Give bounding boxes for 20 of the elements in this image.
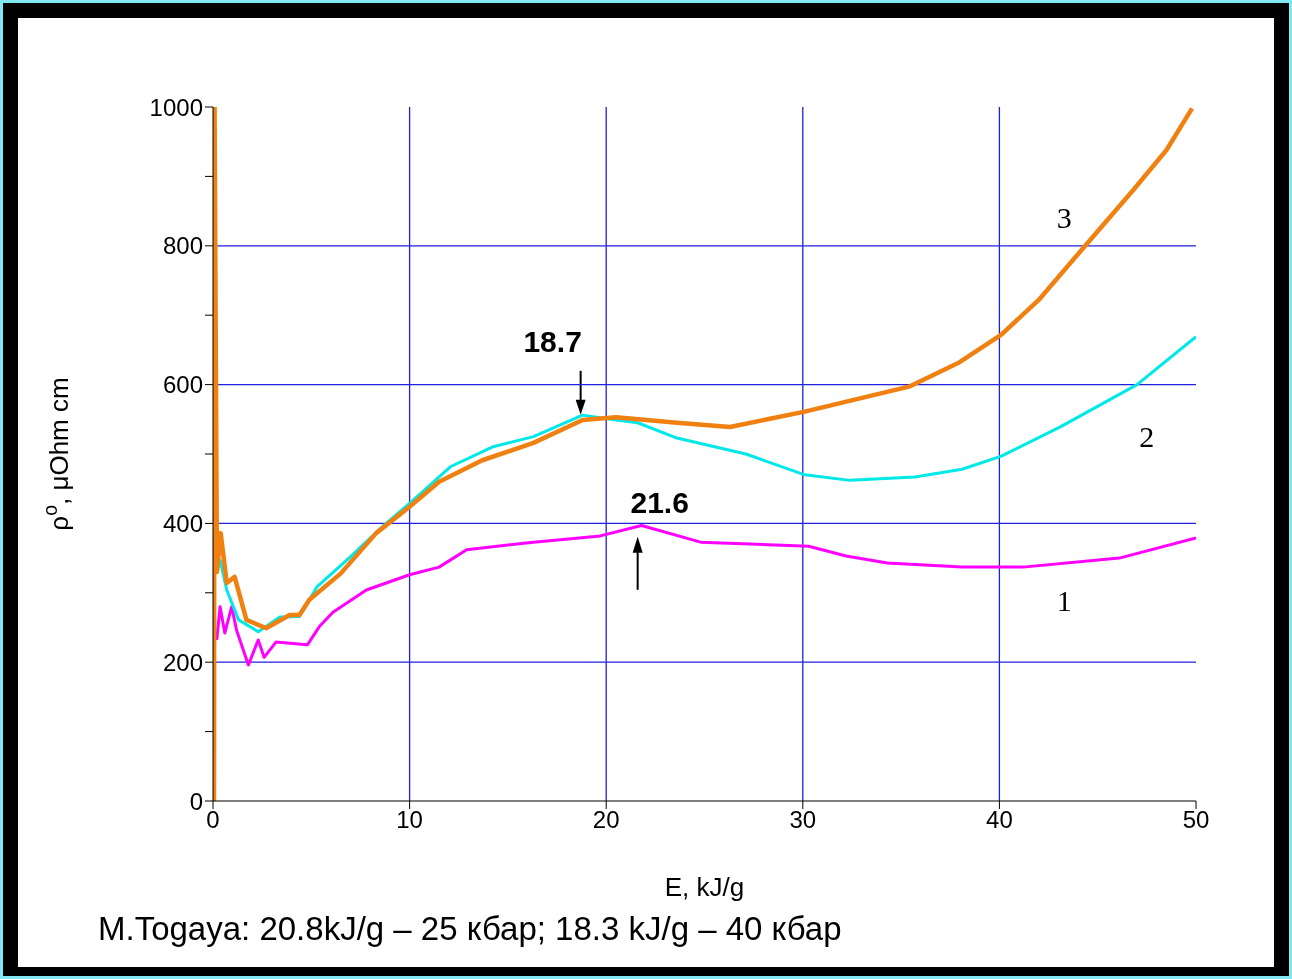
annotation: 21.6 — [630, 485, 689, 519]
y-tick-label: 1000 — [149, 93, 203, 121]
series-label: 2 — [1139, 419, 1155, 453]
x-tick-label: 10 — [396, 806, 423, 834]
x-tick-label: 30 — [789, 806, 817, 834]
line-series — [215, 523, 1196, 667]
text: M.Togaya: 20.8kJ/g – 25 кбар; 18.3 kJ/g – 40 кбар — [98, 910, 842, 947]
x-axis-title: E, kJ/g — [664, 872, 745, 902]
annotation: 18.7 — [523, 324, 582, 358]
x-tick-label: 0 — [206, 806, 220, 834]
y-tick-label: 200 — [162, 648, 203, 676]
series-label: 1 — [1056, 584, 1072, 618]
y-tick-label: 400 — [162, 509, 203, 537]
x-tick-label: 40 — [986, 806, 1013, 834]
y-tick-label: 800 — [162, 232, 203, 260]
y-tick-label: 0 — [189, 787, 203, 815]
x-tick-label: 20 — [592, 806, 620, 834]
series-label: 3 — [1056, 201, 1072, 235]
y-tick-label: 600 — [162, 371, 203, 399]
x-tick-label: 50 — [1182, 806, 1210, 834]
